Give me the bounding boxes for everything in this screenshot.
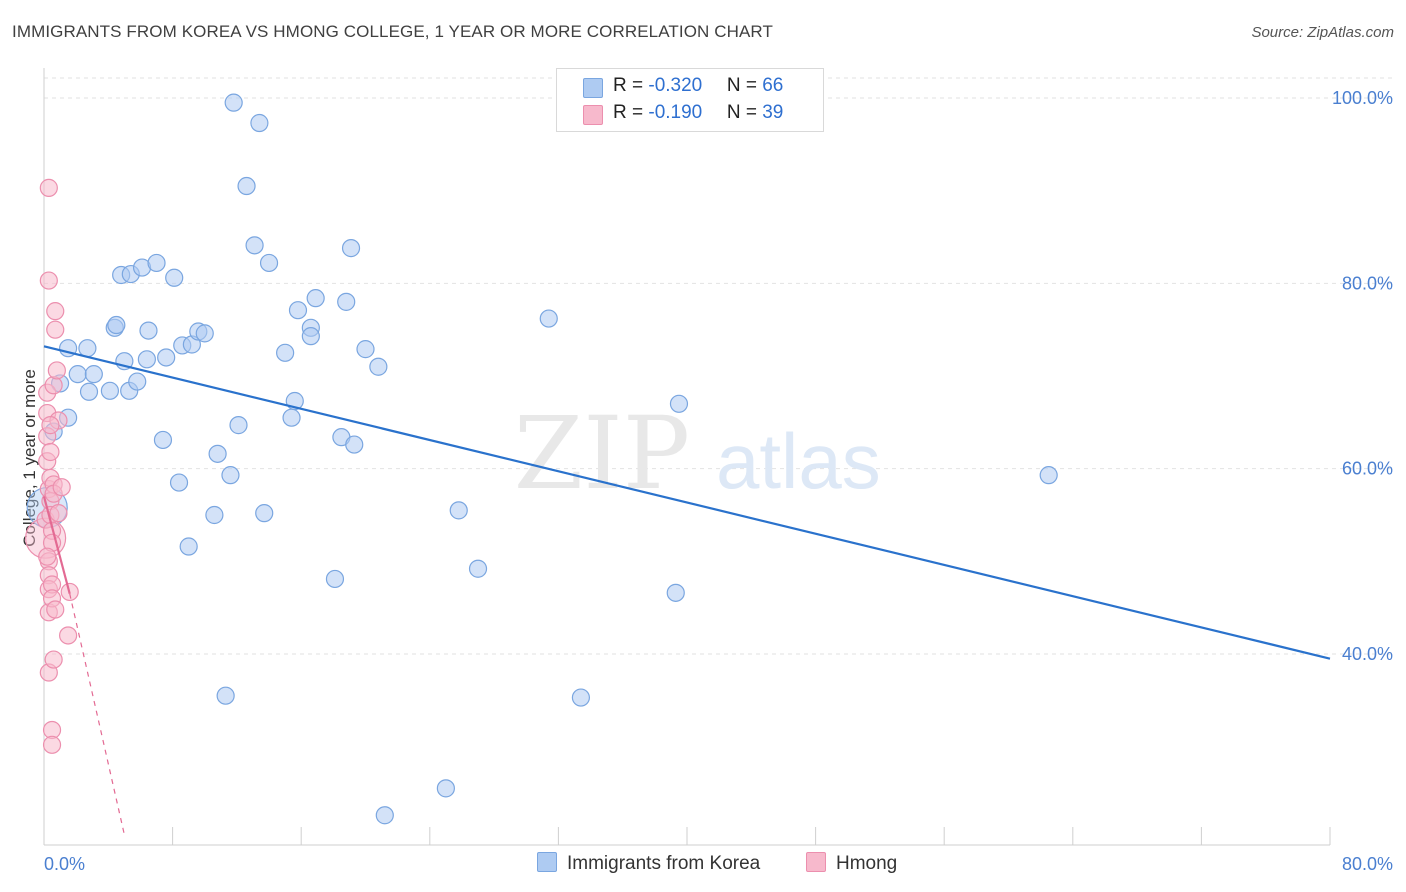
tick-labels: 100.0% 80.0% 60.0% 40.0% 0.0% 80.0%: [44, 88, 1393, 874]
korea-point: [169, 473, 189, 492]
legend-n-label: N =: [726, 75, 763, 96]
x-tick-label: 80.0%: [1342, 854, 1393, 874]
y-tick-label: 40.0%: [1342, 644, 1393, 664]
hmong-point: [41, 442, 60, 462]
korea-point: [341, 239, 361, 258]
hmong-trend-line: [42, 496, 71, 595]
korea-point: [282, 408, 301, 427]
korea-point: [78, 339, 97, 358]
korea-point: [221, 466, 240, 485]
hmong-point: [59, 626, 78, 645]
korea-point: [79, 382, 99, 401]
korea-point: [449, 501, 468, 520]
korea-point: [255, 504, 274, 523]
korea-point: [68, 365, 87, 384]
legend-hmong-r: -0.190: [648, 102, 703, 123]
korea-point: [571, 688, 591, 707]
korea-point: [337, 292, 356, 311]
bottom-legend-hmong: Hmong: [806, 852, 897, 875]
korea-point: [128, 372, 147, 391]
korea-point: [666, 583, 685, 602]
korea-point: [229, 416, 248, 435]
korea-swatch: [583, 78, 603, 98]
korea-point: [147, 253, 166, 273]
korea-point: [84, 365, 103, 384]
x-tick-label: 0.0%: [44, 854, 85, 874]
korea-point: [139, 321, 158, 340]
korea-trend-line: [43, 345, 1331, 660]
korea-point: [1039, 466, 1058, 485]
korea-point: [325, 569, 345, 589]
korea-point: [100, 381, 120, 400]
korea-point: [436, 779, 455, 798]
y-tick-label: 60.0%: [1342, 459, 1393, 479]
legend-korea-n: 66: [762, 75, 784, 96]
hmong-point: [39, 271, 58, 290]
legend-r-label: R =: [613, 75, 649, 96]
hmong-point: [49, 504, 68, 523]
korea-point: [250, 113, 269, 133]
stats-legend: R = -0.320 N = 66 R = -0.190 N = 39: [556, 68, 824, 132]
hmong-point: [42, 735, 62, 754]
hmong-point: [38, 547, 57, 566]
chart-title: IMMIGRANTS FROM KOREA VS HMONG COLLEGE, …: [12, 22, 773, 41]
bottom-legend-korea: Immigrants from Korea: [537, 852, 760, 875]
hmong-point: [46, 320, 65, 339]
korea-point: [157, 348, 176, 367]
korea-point: [301, 327, 320, 346]
hmong-points: [25, 178, 79, 754]
korea-point: [165, 268, 184, 287]
korea-point: [153, 430, 173, 450]
korea-point: [669, 394, 689, 413]
hmong-trend-extension: [69, 593, 125, 835]
korea-legend-label: Immigrants from Korea: [567, 853, 761, 874]
korea-point: [288, 301, 308, 320]
legend-korea-r: -0.320: [648, 75, 703, 96]
korea-point: [107, 315, 126, 335]
korea-point: [356, 340, 375, 359]
hmong-swatch: [583, 105, 603, 125]
korea-point: [539, 309, 558, 328]
hmong-point: [44, 650, 63, 669]
korea-point: [179, 537, 198, 556]
legend-n-label: N =: [726, 102, 763, 123]
korea-point: [259, 253, 279, 273]
hmong-legend-swatch: [806, 852, 826, 872]
korea-point: [276, 343, 295, 362]
gridlines: [44, 77, 1392, 655]
korea-point: [345, 435, 364, 454]
korea-point: [205, 505, 224, 525]
hmong-point: [47, 361, 66, 380]
korea-point: [306, 289, 325, 308]
hmong-point: [44, 376, 63, 395]
source-credit: Source: ZipAtlas.com: [1251, 24, 1394, 41]
watermark-atlas: atlas: [716, 417, 881, 505]
legend-r-label: R =: [613, 102, 649, 123]
korea-point: [137, 350, 156, 369]
hmong-legend-label: Hmong: [836, 853, 898, 874]
korea-point: [468, 559, 488, 578]
trend-lines: [42, 345, 1331, 835]
korea-legend-swatch: [537, 852, 557, 872]
korea-point: [375, 806, 394, 825]
korea-point: [369, 357, 388, 376]
y-tick-label: 80.0%: [1342, 273, 1393, 293]
hmong-point: [46, 302, 65, 321]
korea-point: [245, 236, 264, 255]
hmong-point: [46, 600, 65, 619]
korea-point: [208, 444, 227, 463]
korea-point: [216, 686, 235, 705]
y-tick-label: 100.0%: [1332, 88, 1393, 108]
korea-point: [195, 324, 214, 343]
legend-hmong-n: 39: [762, 102, 784, 123]
hmong-point: [39, 178, 58, 197]
hmong-point: [41, 416, 60, 435]
hmong-point: [52, 478, 71, 497]
watermark-zip: ZIP: [514, 395, 690, 512]
korea-point: [224, 93, 243, 112]
korea-point: [237, 176, 256, 196]
